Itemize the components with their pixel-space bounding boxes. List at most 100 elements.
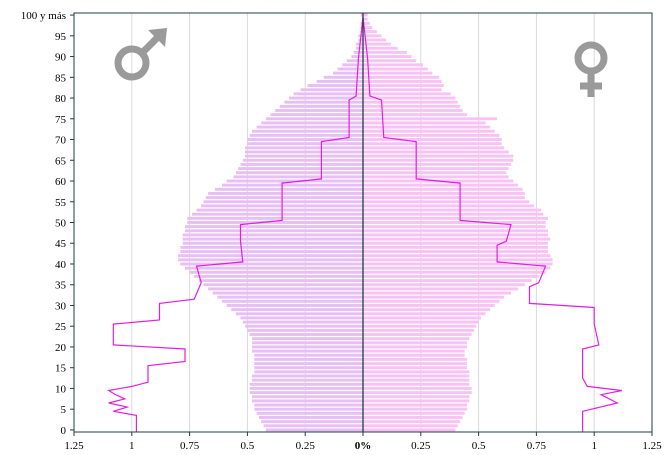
female-bar-age-0 bbox=[363, 428, 456, 432]
male-bar-age-16 bbox=[254, 362, 363, 366]
y-tick-label-85: 85 bbox=[55, 72, 67, 84]
female-bar-age-50 bbox=[363, 221, 546, 224]
male-bar-age-15 bbox=[254, 366, 363, 370]
female-bar-age-57 bbox=[363, 191, 525, 195]
male-bar-age-52 bbox=[191, 212, 363, 216]
male-bar-age-61 bbox=[233, 175, 363, 179]
female-bar-age-11 bbox=[363, 382, 470, 386]
female-bar-age-46 bbox=[363, 237, 551, 241]
female-bar-age-93 bbox=[363, 42, 391, 46]
female-bar-age-32 bbox=[363, 295, 505, 299]
female-bar-age-67 bbox=[363, 150, 509, 154]
female-bar-age-87 bbox=[363, 67, 428, 71]
female-bar-age-84 bbox=[363, 79, 442, 83]
male-bar-age-38 bbox=[189, 270, 363, 274]
female-bar-age-96 bbox=[363, 30, 377, 34]
male-bar-age-86 bbox=[332, 71, 363, 75]
male-bar-age-79 bbox=[284, 100, 363, 104]
y-tick-label-30: 30 bbox=[55, 300, 67, 312]
male-bar-age-49 bbox=[184, 225, 363, 229]
male-bar-age-83 bbox=[307, 84, 363, 88]
female-bar-age-18 bbox=[363, 353, 465, 357]
female-bar-age-100 bbox=[363, 13, 368, 17]
y-tick-label-100: 100 y más bbox=[21, 10, 66, 22]
female-bar-age-48 bbox=[363, 229, 548, 233]
x-tick-label-1: 1 bbox=[129, 440, 135, 450]
bars bbox=[178, 13, 553, 432]
female-bar-age-81 bbox=[363, 92, 451, 96]
female-bar-age-28 bbox=[363, 312, 486, 316]
male-symbol-arrow-head bbox=[148, 28, 167, 47]
male-bar-age-8 bbox=[252, 395, 363, 399]
y-tick-label-65: 65 bbox=[55, 155, 67, 167]
male-bar-age-60 bbox=[226, 179, 363, 183]
female-bar-age-42 bbox=[363, 254, 551, 258]
female-bar-age-82 bbox=[363, 88, 442, 92]
male-bar-age-78 bbox=[279, 104, 363, 108]
female-bar-age-88 bbox=[363, 63, 424, 67]
male-bar-age-7 bbox=[252, 399, 363, 403]
female-bar-age-35 bbox=[363, 283, 525, 287]
male-bar-age-63 bbox=[238, 167, 363, 171]
female-bar-age-19 bbox=[363, 349, 465, 353]
y-tick-label-40: 40 bbox=[55, 259, 67, 271]
male-bar-age-4 bbox=[256, 411, 363, 415]
male-bar-age-43 bbox=[180, 250, 363, 254]
female-bar-age-12 bbox=[363, 378, 470, 382]
y-tick-label-15: 15 bbox=[55, 363, 67, 375]
female-bar-age-36 bbox=[363, 279, 532, 283]
x-tick-label-10: 1.25 bbox=[642, 440, 662, 450]
male-bar-age-22 bbox=[252, 337, 363, 341]
male-bar-age-58 bbox=[215, 187, 363, 191]
reference-lines bbox=[107, 17, 623, 432]
female-bar-age-56 bbox=[363, 196, 525, 200]
female-bar-age-39 bbox=[363, 266, 551, 270]
male-bar-age-51 bbox=[187, 216, 363, 220]
female-bar-age-10 bbox=[363, 386, 472, 390]
y-tick-label-35: 35 bbox=[55, 280, 67, 292]
male-bar-age-13 bbox=[252, 374, 363, 378]
male-bar-age-10 bbox=[249, 386, 363, 390]
male-bar-age-6 bbox=[254, 403, 363, 407]
male-symbol-ring bbox=[114, 45, 150, 81]
male-bar-age-55 bbox=[203, 200, 363, 204]
male-bar-age-20 bbox=[252, 345, 363, 349]
female-reference-line bbox=[362, 17, 623, 432]
female-bar-age-91 bbox=[363, 50, 407, 54]
male-bar-age-72 bbox=[252, 129, 363, 133]
male-bar-age-48 bbox=[184, 229, 363, 233]
y-tick-label-90: 90 bbox=[55, 52, 67, 64]
x-tick-label-5: 0% bbox=[355, 440, 372, 450]
male-bar-age-67 bbox=[245, 150, 363, 154]
male-bar-age-65 bbox=[242, 158, 363, 162]
y-tick-label-95: 95 bbox=[55, 31, 67, 43]
male-bar-age-70 bbox=[247, 138, 363, 142]
male-bar-age-5 bbox=[254, 407, 363, 411]
female-bar-age-89 bbox=[363, 59, 417, 63]
male-bar-age-56 bbox=[205, 196, 363, 200]
female-bar-age-17 bbox=[363, 357, 468, 361]
female-bar-age-14 bbox=[363, 370, 470, 374]
male-bar-age-35 bbox=[203, 283, 363, 287]
male-bar-age-25 bbox=[245, 324, 363, 328]
female-bar-age-33 bbox=[363, 291, 511, 295]
male-bar-age-14 bbox=[254, 370, 363, 374]
female-bar-age-15 bbox=[363, 366, 468, 370]
female-bar-age-51 bbox=[363, 216, 548, 220]
female-bar-age-71 bbox=[363, 133, 500, 137]
male-bar-age-28 bbox=[235, 312, 363, 316]
male-bar-age-74 bbox=[261, 121, 363, 125]
male-bar-age-88 bbox=[342, 63, 363, 67]
female-bar-age-61 bbox=[363, 175, 509, 179]
male-bar-age-62 bbox=[235, 171, 363, 175]
male-bar-age-12 bbox=[252, 378, 363, 382]
y-tick-label-70: 70 bbox=[55, 135, 67, 147]
male-bar-age-42 bbox=[178, 254, 363, 258]
y-tick-label-10: 10 bbox=[55, 383, 67, 395]
female-bar-age-9 bbox=[363, 391, 472, 395]
female-bar-age-41 bbox=[363, 258, 553, 262]
female-bar-age-99 bbox=[363, 17, 368, 21]
male-bar-age-37 bbox=[194, 274, 363, 278]
